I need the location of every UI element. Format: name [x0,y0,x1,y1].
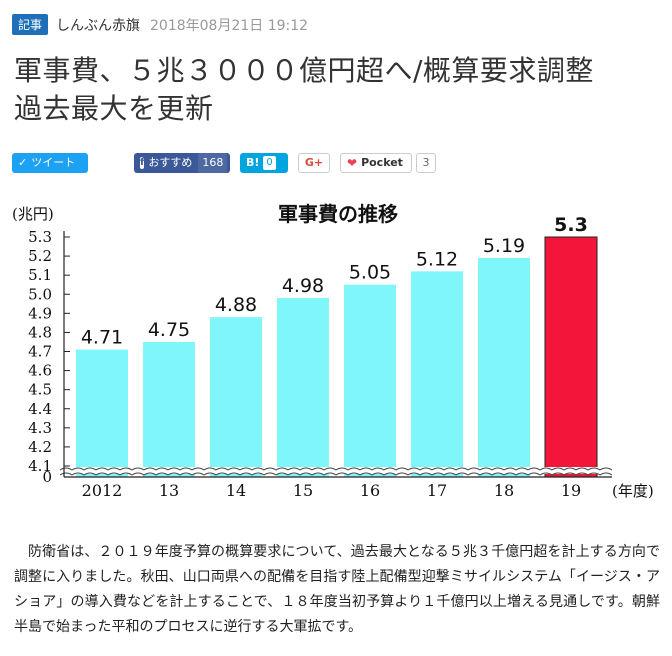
bar [210,317,262,477]
x-tick-label: 14 [226,481,246,500]
chart-image: 軍事費の推移 (兆円) 5.3 5.2 5.1 5.0 4.9 4.8 4.7 4.6 4.5 4.4… [8,195,658,505]
hatena-label: B! [246,156,260,169]
pocket-label: Pocket [361,156,403,169]
y-axis-unit: (兆円) [12,205,54,223]
y-tick-label: 4.4 [28,400,52,418]
article-meta: 記事 しんぶん赤旗 2018年08月21日 19:12 [12,14,308,35]
bar [411,271,463,477]
facebook-recommend-button[interactable]: f おすすめ 168 [134,153,230,173]
bar-value-label: 4.71 [81,327,123,349]
y-tick-label: 4.5 [28,381,52,399]
axis-break-wave-bottom [59,472,613,476]
twitter-bird-icon: ✓ [18,156,28,169]
bar-value-label: 5.19 [483,235,525,257]
bar-value-label: 4.88 [215,294,257,316]
bar-value-label: 5.05 [349,262,391,284]
facebook-icon: f [140,157,145,169]
x-tick-label: 19 [561,481,581,500]
y-tick-label: 4.2 [28,438,52,456]
x-tick-label: 15 [293,481,313,500]
bar [277,298,329,477]
chart-title: 軍事費の推移 [278,202,398,226]
bar-value-label: 5.12 [416,248,458,270]
source-name[interactable]: しんぶん赤旗 [56,17,141,34]
gplus-label: G+ [304,156,324,169]
bar-value-label: 4.98 [282,275,324,297]
publish-date: 2018年08月21日 19:12 [150,17,309,34]
bar [143,341,195,477]
google-plus-button[interactable]: G+ [298,153,330,173]
y-tick-label: 4.6 [28,362,52,380]
x-tick-label: 13 [159,481,179,500]
bar [344,284,396,477]
y-tick-label: 0 [42,468,52,486]
pocket-icon: ❤ [347,156,358,170]
pocket-count: 3 [416,153,436,173]
y-tick-label: 5.1 [28,266,52,284]
tweet-button[interactable]: ✓ ツイート [12,153,88,173]
y-tick-label: 4.9 [28,304,52,322]
y-tick-label: 4.1 [28,457,52,475]
bar-value-label: 4.75 [148,319,190,341]
title-line-1: 軍事費、５兆３０００億円超へ/概算要求調整 [14,54,594,87]
x-axis-unit: (年度) [612,482,654,500]
axis-break-wave-top [59,467,613,471]
hatena-count: 0 [263,156,276,170]
axis-break-band [60,467,614,474]
facebook-count: 168 [198,153,228,173]
facebook-label: おすすめ [148,156,193,169]
article-body: 防衛省は、２０１９年度予算の概算要求について、過去最大となる５兆３千億円超を計上… [14,544,660,635]
bar-value-label: 5.3 [554,214,588,236]
pocket-button[interactable]: ❤ Pocket [340,153,412,173]
title-line-2: 過去最大を更新 [14,92,214,125]
tweet-label: ツイート [31,156,76,169]
y-tick-label: 5.3 [28,228,52,246]
x-tick-label: 2012 [82,481,123,500]
x-tick-label: 18 [494,481,514,500]
category-badge[interactable]: 記事 [12,14,49,35]
y-tick-label: 5.2 [28,247,52,265]
bar [478,257,530,477]
x-tick-label: 16 [360,481,380,500]
y-tick-label: 4.3 [28,419,52,437]
y-tick-label: 4.7 [28,343,52,361]
y-tick-label: 5.0 [28,285,52,303]
hatena-bookmark-button[interactable]: B! 0 [240,153,288,173]
bar [544,236,598,478]
x-tick-label: 17 [427,481,447,500]
bar [76,349,128,477]
page-title: 軍事費、５兆３０００億円超へ/概算要求調整 過去最大を更新 [14,52,664,128]
bar-chart: 軍事費の推移(兆円)5.35.25.15.04.94.84.74.64.54.4… [12,202,654,500]
y-tick-label: 4.8 [28,323,52,341]
